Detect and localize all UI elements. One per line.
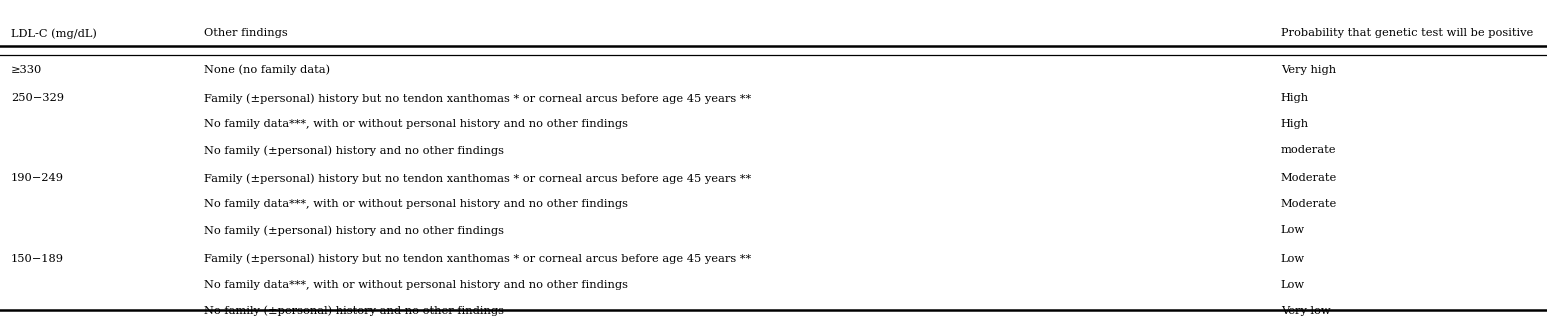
- Text: No family data***, with or without personal history and no other findings: No family data***, with or without perso…: [204, 119, 628, 129]
- Text: High: High: [1281, 93, 1309, 103]
- Text: Very low: Very low: [1281, 306, 1330, 316]
- Text: LDL-C (mg/dL): LDL-C (mg/dL): [11, 28, 97, 39]
- Text: Family (±personal) history but no tendon xanthomas * or corneal arcus before age: Family (±personal) history but no tendon…: [204, 254, 752, 264]
- Text: Probability that genetic test will be positive: Probability that genetic test will be po…: [1281, 28, 1533, 39]
- Text: 150−189: 150−189: [11, 254, 63, 264]
- Text: No family data***, with or without personal history and no other findings: No family data***, with or without perso…: [204, 280, 628, 290]
- Text: moderate: moderate: [1281, 145, 1337, 155]
- Text: Family (±personal) history but no tendon xanthomas * or corneal arcus before age: Family (±personal) history but no tendon…: [204, 173, 752, 184]
- Text: No family (±personal) history and no other findings: No family (±personal) history and no oth…: [204, 225, 504, 236]
- Text: No family (±personal) history and no other findings: No family (±personal) history and no oth…: [204, 306, 504, 316]
- Text: No family (±personal) history and no other findings: No family (±personal) history and no oth…: [204, 145, 504, 155]
- Text: None (no family data): None (no family data): [204, 65, 331, 75]
- Text: ≥330: ≥330: [11, 65, 42, 75]
- Text: Very high: Very high: [1281, 65, 1337, 75]
- Text: Low: Low: [1281, 280, 1306, 290]
- Text: Low: Low: [1281, 254, 1306, 264]
- Text: High: High: [1281, 119, 1309, 129]
- Text: No family data***, with or without personal history and no other findings: No family data***, with or without perso…: [204, 199, 628, 210]
- Text: Moderate: Moderate: [1281, 199, 1337, 210]
- Text: Other findings: Other findings: [204, 28, 288, 39]
- Text: Low: Low: [1281, 225, 1306, 235]
- Text: Family (±personal) history but no tendon xanthomas * or corneal arcus before age: Family (±personal) history but no tendon…: [204, 93, 752, 104]
- Text: 190−249: 190−249: [11, 173, 63, 184]
- Text: Moderate: Moderate: [1281, 173, 1337, 184]
- Text: 250−329: 250−329: [11, 93, 63, 103]
